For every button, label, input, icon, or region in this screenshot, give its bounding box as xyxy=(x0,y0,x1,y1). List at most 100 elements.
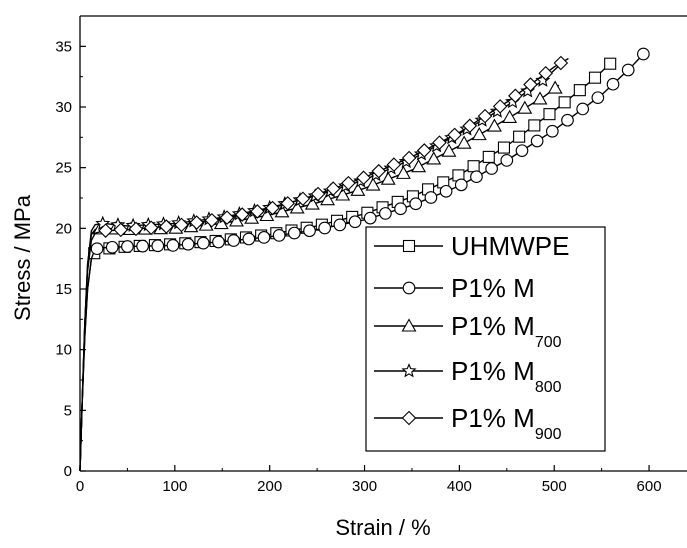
series-point-1 xyxy=(136,239,149,253)
series-point-4 xyxy=(341,175,356,191)
x-tick-label: 300 xyxy=(352,478,377,495)
series-point-4 xyxy=(219,210,235,225)
series-point-2 xyxy=(502,109,518,123)
series-point-4 xyxy=(128,221,144,237)
series-point-4 xyxy=(477,108,493,124)
series-point-0 xyxy=(528,119,541,132)
series-point-1 xyxy=(166,239,180,252)
x-tick-label: 500 xyxy=(542,478,567,495)
series-point-1 xyxy=(530,134,544,148)
series-point-2 xyxy=(380,171,396,185)
y-tick-label: 5 xyxy=(64,402,72,419)
series-point-2 xyxy=(456,135,472,149)
series-point-1 xyxy=(287,226,301,240)
legend-swatch-marker xyxy=(401,410,417,426)
series-point-2 xyxy=(365,177,381,191)
series-point-4 xyxy=(265,200,280,216)
series-point-2 xyxy=(426,151,442,165)
series-point-2 xyxy=(259,207,275,222)
legend-swatch-marker xyxy=(401,318,417,332)
series-point-4 xyxy=(447,127,462,143)
series-point-4 xyxy=(356,170,371,185)
series-point-1 xyxy=(561,113,574,127)
series-point-1 xyxy=(621,63,635,77)
series-point-1 xyxy=(242,232,256,246)
legend-label-main: UHMWPE xyxy=(451,231,569,261)
legend-label: P1% M xyxy=(451,273,535,303)
series-point-1 xyxy=(303,224,316,238)
series-point-1 xyxy=(333,218,347,232)
x-tick-label: 100 xyxy=(162,478,187,495)
series-point-1 xyxy=(257,231,271,244)
legend-label: P1% M900 xyxy=(451,403,562,443)
series-point-1 xyxy=(105,240,119,254)
series-point-2 xyxy=(517,100,533,114)
series-point-1 xyxy=(348,215,362,229)
series-point-0 xyxy=(604,57,617,70)
series-4 xyxy=(79,55,569,472)
legend-swatch-marker xyxy=(402,239,416,253)
series-point-0 xyxy=(513,130,526,143)
legend-item-1: P1% M xyxy=(374,273,535,303)
legend-label: P1% M800 xyxy=(451,356,562,396)
series-point-2 xyxy=(471,126,487,141)
series-point-4 xyxy=(98,223,113,238)
series-point-0 xyxy=(558,96,571,109)
series-1 xyxy=(79,47,650,472)
series-point-1 xyxy=(454,178,468,192)
series-point-1 xyxy=(409,197,423,211)
y-tick-label: 35 xyxy=(55,38,72,55)
series-point-4 xyxy=(250,204,265,219)
series-point-2 xyxy=(213,215,229,230)
series-point-1 xyxy=(515,144,529,158)
series-point-1 xyxy=(591,91,605,105)
series-point-1 xyxy=(181,237,195,251)
legend-label-main: P1% M xyxy=(451,311,535,341)
y-tick-label: 30 xyxy=(55,99,72,116)
series-point-4 xyxy=(538,66,553,81)
series-point-0 xyxy=(588,71,602,84)
series-point-2 xyxy=(547,80,563,94)
series-point-1 xyxy=(637,47,650,61)
series-point-4 xyxy=(401,150,417,166)
series-point-0 xyxy=(497,141,511,154)
series-point-1 xyxy=(90,242,104,256)
legend-item-2: P1% M700 xyxy=(374,311,562,351)
legend-swatch-marker xyxy=(402,281,416,295)
series-point-2 xyxy=(441,143,457,157)
series-point-0 xyxy=(543,108,556,121)
series-point-4 xyxy=(174,217,189,233)
series-point-4 xyxy=(492,99,508,114)
series-point-4 xyxy=(295,191,311,207)
series-point-2 xyxy=(304,196,320,210)
legend-label: P1% M700 xyxy=(451,311,562,351)
series-point-2 xyxy=(229,213,244,227)
series-point-0 xyxy=(467,160,480,173)
series-point-4 xyxy=(386,157,402,172)
series-point-4 xyxy=(553,55,569,71)
legend-label-subscript: 900 xyxy=(535,426,562,443)
series-point-2 xyxy=(395,165,411,179)
series-point-1 xyxy=(500,154,514,167)
series-point-2 xyxy=(244,210,260,224)
series-point-4 xyxy=(113,222,129,238)
series-point-1 xyxy=(212,235,225,249)
series-point-4 xyxy=(204,212,220,228)
series-point-0 xyxy=(482,150,495,163)
series-point-2 xyxy=(487,118,502,132)
series-point-4 xyxy=(280,196,295,211)
series-point-4 xyxy=(371,163,387,179)
legend-label-main: P1% M xyxy=(451,403,535,433)
series-point-1 xyxy=(394,202,407,216)
axes-layer: 0 100 200 300 400 500 600 0 5 10 15 20 25 30 35 xyxy=(55,15,687,495)
series-point-2 xyxy=(411,159,427,173)
series-point-4 xyxy=(325,181,341,196)
series-point-4 xyxy=(159,219,174,234)
series-point-4 xyxy=(143,220,159,236)
series-point-1 xyxy=(272,229,286,242)
y-tick-label: 0 xyxy=(64,463,72,480)
legend-item-0: UHMWPE xyxy=(374,231,569,261)
series-point-2 xyxy=(320,192,335,206)
legend-label: UHMWPE xyxy=(451,231,569,261)
